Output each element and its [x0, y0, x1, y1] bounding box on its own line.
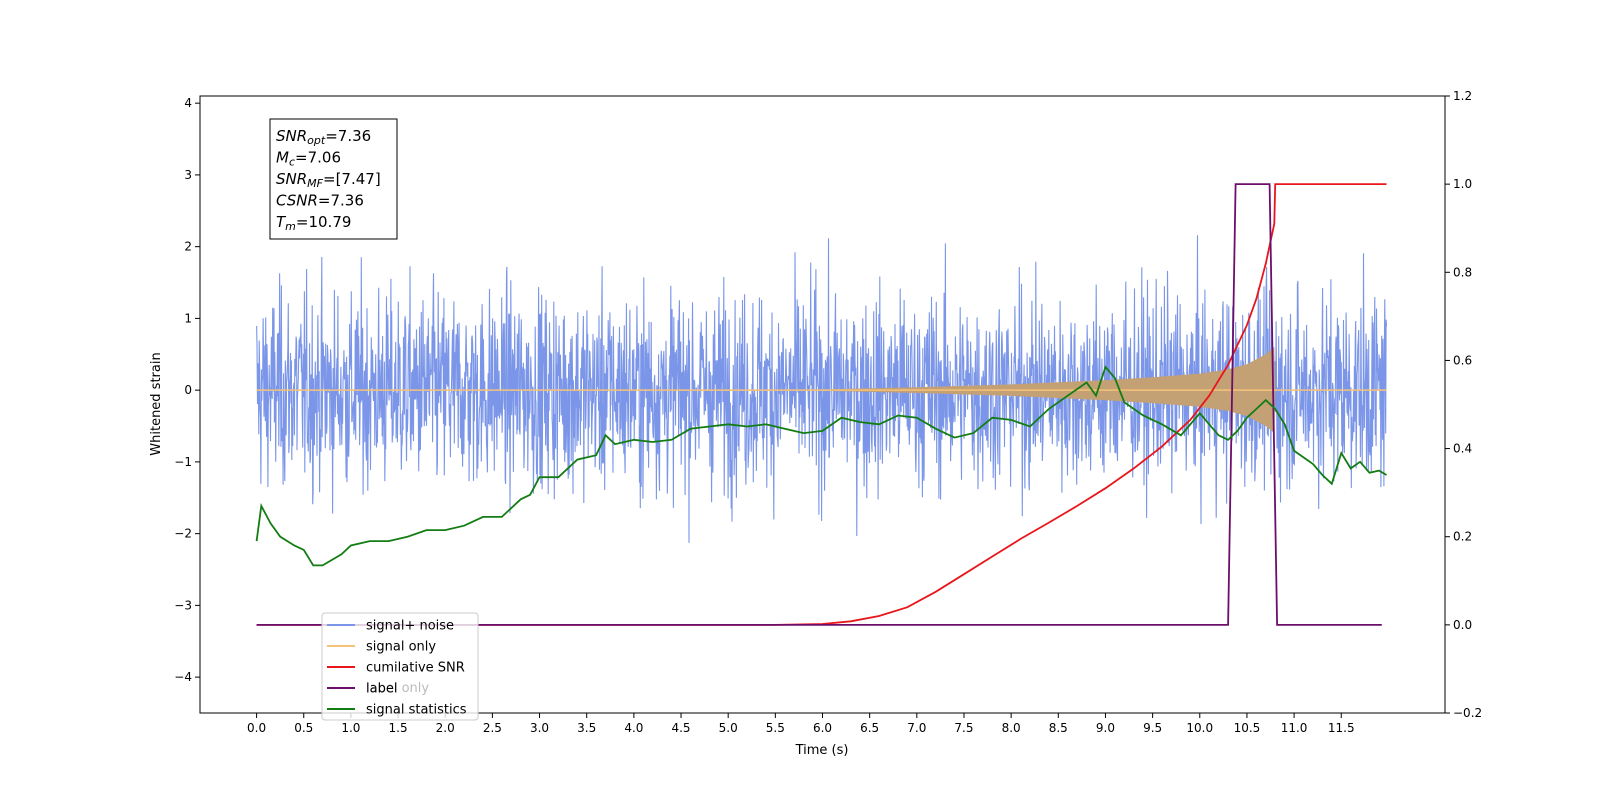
x-tick-label: 9.5	[1143, 721, 1162, 735]
legend-label: signal statistics	[366, 703, 467, 718]
legend-label: signal+ noise	[366, 619, 454, 634]
y-tick-label-left: 0	[184, 383, 192, 397]
x-tick-label: 7.0	[907, 721, 926, 735]
x-tick-label: 4.5	[671, 721, 690, 735]
y-tick-label-left: 4	[184, 96, 192, 110]
y-tick-label-left: 2	[184, 240, 192, 254]
x-tick-label: 10.5	[1234, 721, 1261, 735]
x-tick-label: 11.5	[1328, 721, 1355, 735]
info-line: SNRopt=7.36	[276, 127, 371, 147]
legend-label: signal only	[366, 640, 436, 655]
x-tick-label: 0.0	[247, 721, 266, 735]
y-tick-label-right: 0.4	[1453, 442, 1472, 456]
y-axis-left: −4 −3 −2 −1 0 1 2 3 4	[174, 96, 200, 684]
info-line: CSNR=7.36	[276, 192, 364, 210]
x-tick-label: 2.5	[483, 721, 502, 735]
x-tick-label: 5.5	[766, 721, 785, 735]
x-tick-label: 0.5	[294, 721, 313, 735]
x-tick-label: 9.0	[1096, 721, 1115, 735]
legend: label only signal+ noise signal only cumila…	[321, 612, 479, 721]
x-axis: 0.0 0.5 1.0 1.5 2.0 2.5 3.0 3.5 4.0 4.5 5.0 5.5 6.0 6…	[247, 713, 1355, 735]
y-tick-label-right: 0.8	[1453, 265, 1472, 279]
x-tick-label: 10.0	[1186, 721, 1213, 735]
legend-label: cumilative SNR	[366, 661, 465, 676]
label-line	[256, 183, 1382, 626]
y-tick-label-left: 3	[184, 168, 192, 182]
x-tick-label: 2.0	[436, 721, 455, 735]
y-tick-label-left: −3	[174, 598, 192, 612]
y-tick-label-left: 1	[184, 311, 192, 325]
y-tick-label-right: 0.0	[1453, 618, 1472, 632]
signal-statistics-line	[255, 365, 1387, 567]
x-tick-label: 11.0	[1281, 721, 1308, 735]
x-tick-label: 7.5	[954, 721, 973, 735]
info-line: Mc=7.06	[276, 149, 341, 169]
x-tick-label: 1.5	[389, 721, 408, 735]
x-axis-label: Time (s)	[795, 743, 849, 758]
cumulative-snr-line	[256, 183, 1387, 626]
plot-area	[255, 183, 1388, 626]
y-axis-label: Whitened strain	[149, 352, 164, 455]
x-tick-label: 4.0	[624, 721, 643, 735]
info-line: SNRMF=[7.47]	[276, 170, 381, 190]
x-tick-label: 8.0	[1002, 721, 1021, 735]
x-tick-label: 8.5	[1049, 721, 1068, 735]
info-line: Tm=10.79	[276, 213, 351, 233]
y-tick-label-left: −4	[174, 670, 192, 684]
y-tick-label-right: 1.0	[1453, 177, 1472, 191]
x-tick-label: 3.5	[577, 721, 596, 735]
legend-label: label only	[366, 681, 429, 696]
x-tick-label: 5.0	[719, 721, 738, 735]
x-tick-label: 3.0	[530, 721, 549, 735]
y-tick-label-right: −0.2	[1453, 706, 1482, 720]
x-tick-label: 1.0	[341, 721, 360, 735]
y-tick-label-right: 0.6	[1453, 353, 1472, 367]
x-tick-label: 6.5	[860, 721, 879, 735]
y-axis-right: −0.2 0.0 0.2 0.4 0.6 0.8 1.0 1.2	[1445, 89, 1482, 720]
info-box-frame	[269, 118, 398, 240]
y-tick-label-left: −1	[174, 455, 192, 469]
x-tick-label: 6.0	[813, 721, 832, 735]
y-tick-label-left: −2	[174, 527, 192, 541]
y-tick-label-right: 1.2	[1453, 89, 1472, 103]
y-tick-label-right: 0.2	[1453, 530, 1472, 544]
legend-label: label	[366, 682, 397, 697]
legend-frame	[321, 612, 479, 721]
